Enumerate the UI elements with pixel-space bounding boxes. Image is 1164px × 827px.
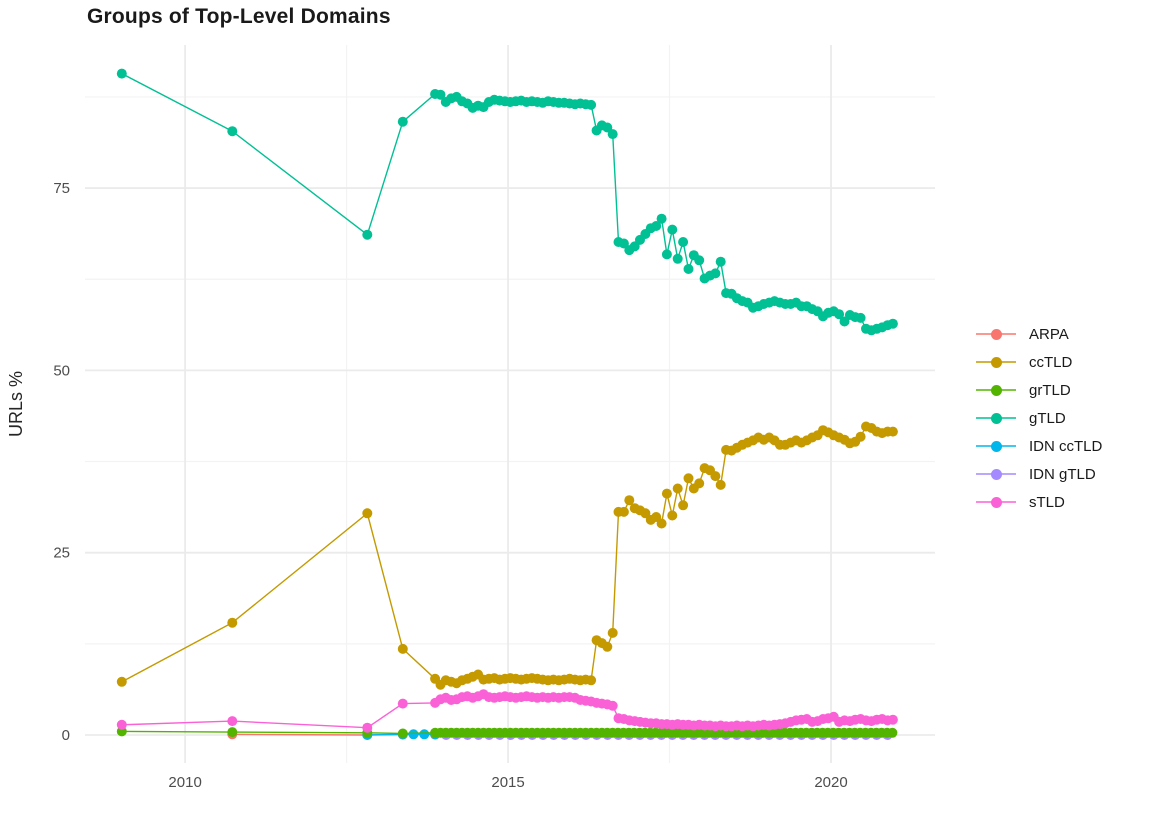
data-point: [618, 238, 629, 249]
data-point: [227, 126, 238, 137]
data-point: [661, 249, 672, 260]
data-point: [834, 309, 845, 320]
data-point: [419, 729, 430, 740]
data-point: [362, 229, 373, 240]
legend-item-stld: sTLD: [976, 488, 1102, 516]
legend-key-icon: [976, 496, 1016, 508]
data-point: [667, 510, 678, 521]
data-point: [715, 256, 726, 267]
data-point: [694, 478, 705, 489]
axis-tick-labels: 0 25 50 75 2010 2015 2020: [53, 180, 847, 791]
data-point: [408, 729, 419, 740]
data-point: [116, 676, 127, 687]
data-point: [116, 719, 127, 730]
data-point: [116, 68, 127, 79]
data-point: [602, 122, 613, 133]
legend-key-icon: [976, 328, 1016, 340]
legend-item-gtld: gTLD: [976, 404, 1102, 432]
data-point: [715, 479, 726, 490]
data-point: [672, 483, 683, 494]
legend-item-idn-cctld: IDN ccTLD: [976, 432, 1102, 460]
data-point: [683, 473, 694, 484]
data-point: [607, 700, 618, 711]
gridlines: [85, 45, 935, 763]
x-tick-label: 2015: [491, 774, 524, 791]
data-point: [887, 318, 898, 329]
legend-key-icon: [976, 356, 1016, 368]
legend-label: ccTLD: [1029, 353, 1073, 371]
y-tick-label: 25: [53, 545, 70, 562]
data-point: [397, 116, 408, 127]
legend-key-icon: [976, 384, 1016, 396]
data-point: [656, 518, 667, 529]
y-tick-label: 75: [53, 180, 70, 197]
data-point: [667, 224, 678, 235]
data-point: [624, 495, 635, 506]
data-point: [887, 714, 898, 725]
chart-title: Groups of Top-Level Domains: [87, 5, 391, 28]
y-axis-title: URLs %: [6, 371, 26, 437]
series-cctld: [116, 421, 898, 690]
data-series: [116, 68, 898, 740]
data-point: [678, 500, 689, 511]
x-tick-label: 2020: [814, 774, 847, 791]
legend-item-idn-gtld: IDN gTLD: [976, 460, 1102, 488]
data-point: [855, 431, 866, 442]
legend: ARPA ccTLD grTLD gTLD IDN ccTLD IDN gTLD sTLD: [976, 320, 1102, 516]
y-tick-label: 0: [62, 727, 70, 744]
data-point: [672, 253, 683, 264]
data-point: [227, 727, 238, 738]
data-point: [227, 716, 238, 727]
data-point: [656, 213, 667, 224]
data-point: [661, 488, 672, 499]
legend-item-arpa: ARPA: [976, 320, 1102, 348]
y-tick-label: 50: [53, 362, 70, 379]
x-tick-label: 2010: [168, 774, 201, 791]
data-point: [607, 129, 618, 140]
data-point: [710, 268, 721, 279]
data-point: [602, 641, 613, 652]
legend-key-icon: [976, 412, 1016, 424]
series-gtld: [116, 68, 898, 336]
data-point: [710, 471, 721, 482]
legend-item-grtld: grTLD: [976, 376, 1102, 404]
data-point: [362, 722, 373, 733]
legend-label: IDN gTLD: [1029, 465, 1096, 483]
data-point: [607, 627, 618, 638]
data-point: [397, 728, 408, 739]
legend-item-cctld: ccTLD: [976, 348, 1102, 376]
legend-label: ARPA: [1029, 325, 1069, 343]
data-point: [397, 698, 408, 709]
data-point: [887, 727, 898, 738]
legend-label: gTLD: [1029, 409, 1066, 427]
data-point: [640, 508, 651, 519]
data-point: [651, 221, 662, 231]
data-point: [227, 617, 238, 628]
data-point: [694, 255, 705, 266]
legend-label: IDN ccTLD: [1029, 437, 1103, 455]
data-point: [887, 426, 898, 437]
data-point: [855, 312, 866, 323]
series-stld: [116, 689, 898, 733]
legend-key-icon: [976, 468, 1016, 480]
data-point: [586, 99, 597, 110]
data-point: [678, 237, 689, 247]
data-point: [362, 508, 373, 519]
legend-label: sTLD: [1029, 493, 1065, 511]
data-point: [586, 675, 597, 686]
legend-label: grTLD: [1029, 381, 1071, 399]
data-point: [683, 264, 694, 274]
data-point: [435, 89, 446, 100]
data-point: [618, 506, 629, 517]
data-point: [397, 643, 408, 654]
legend-key-icon: [976, 440, 1016, 452]
